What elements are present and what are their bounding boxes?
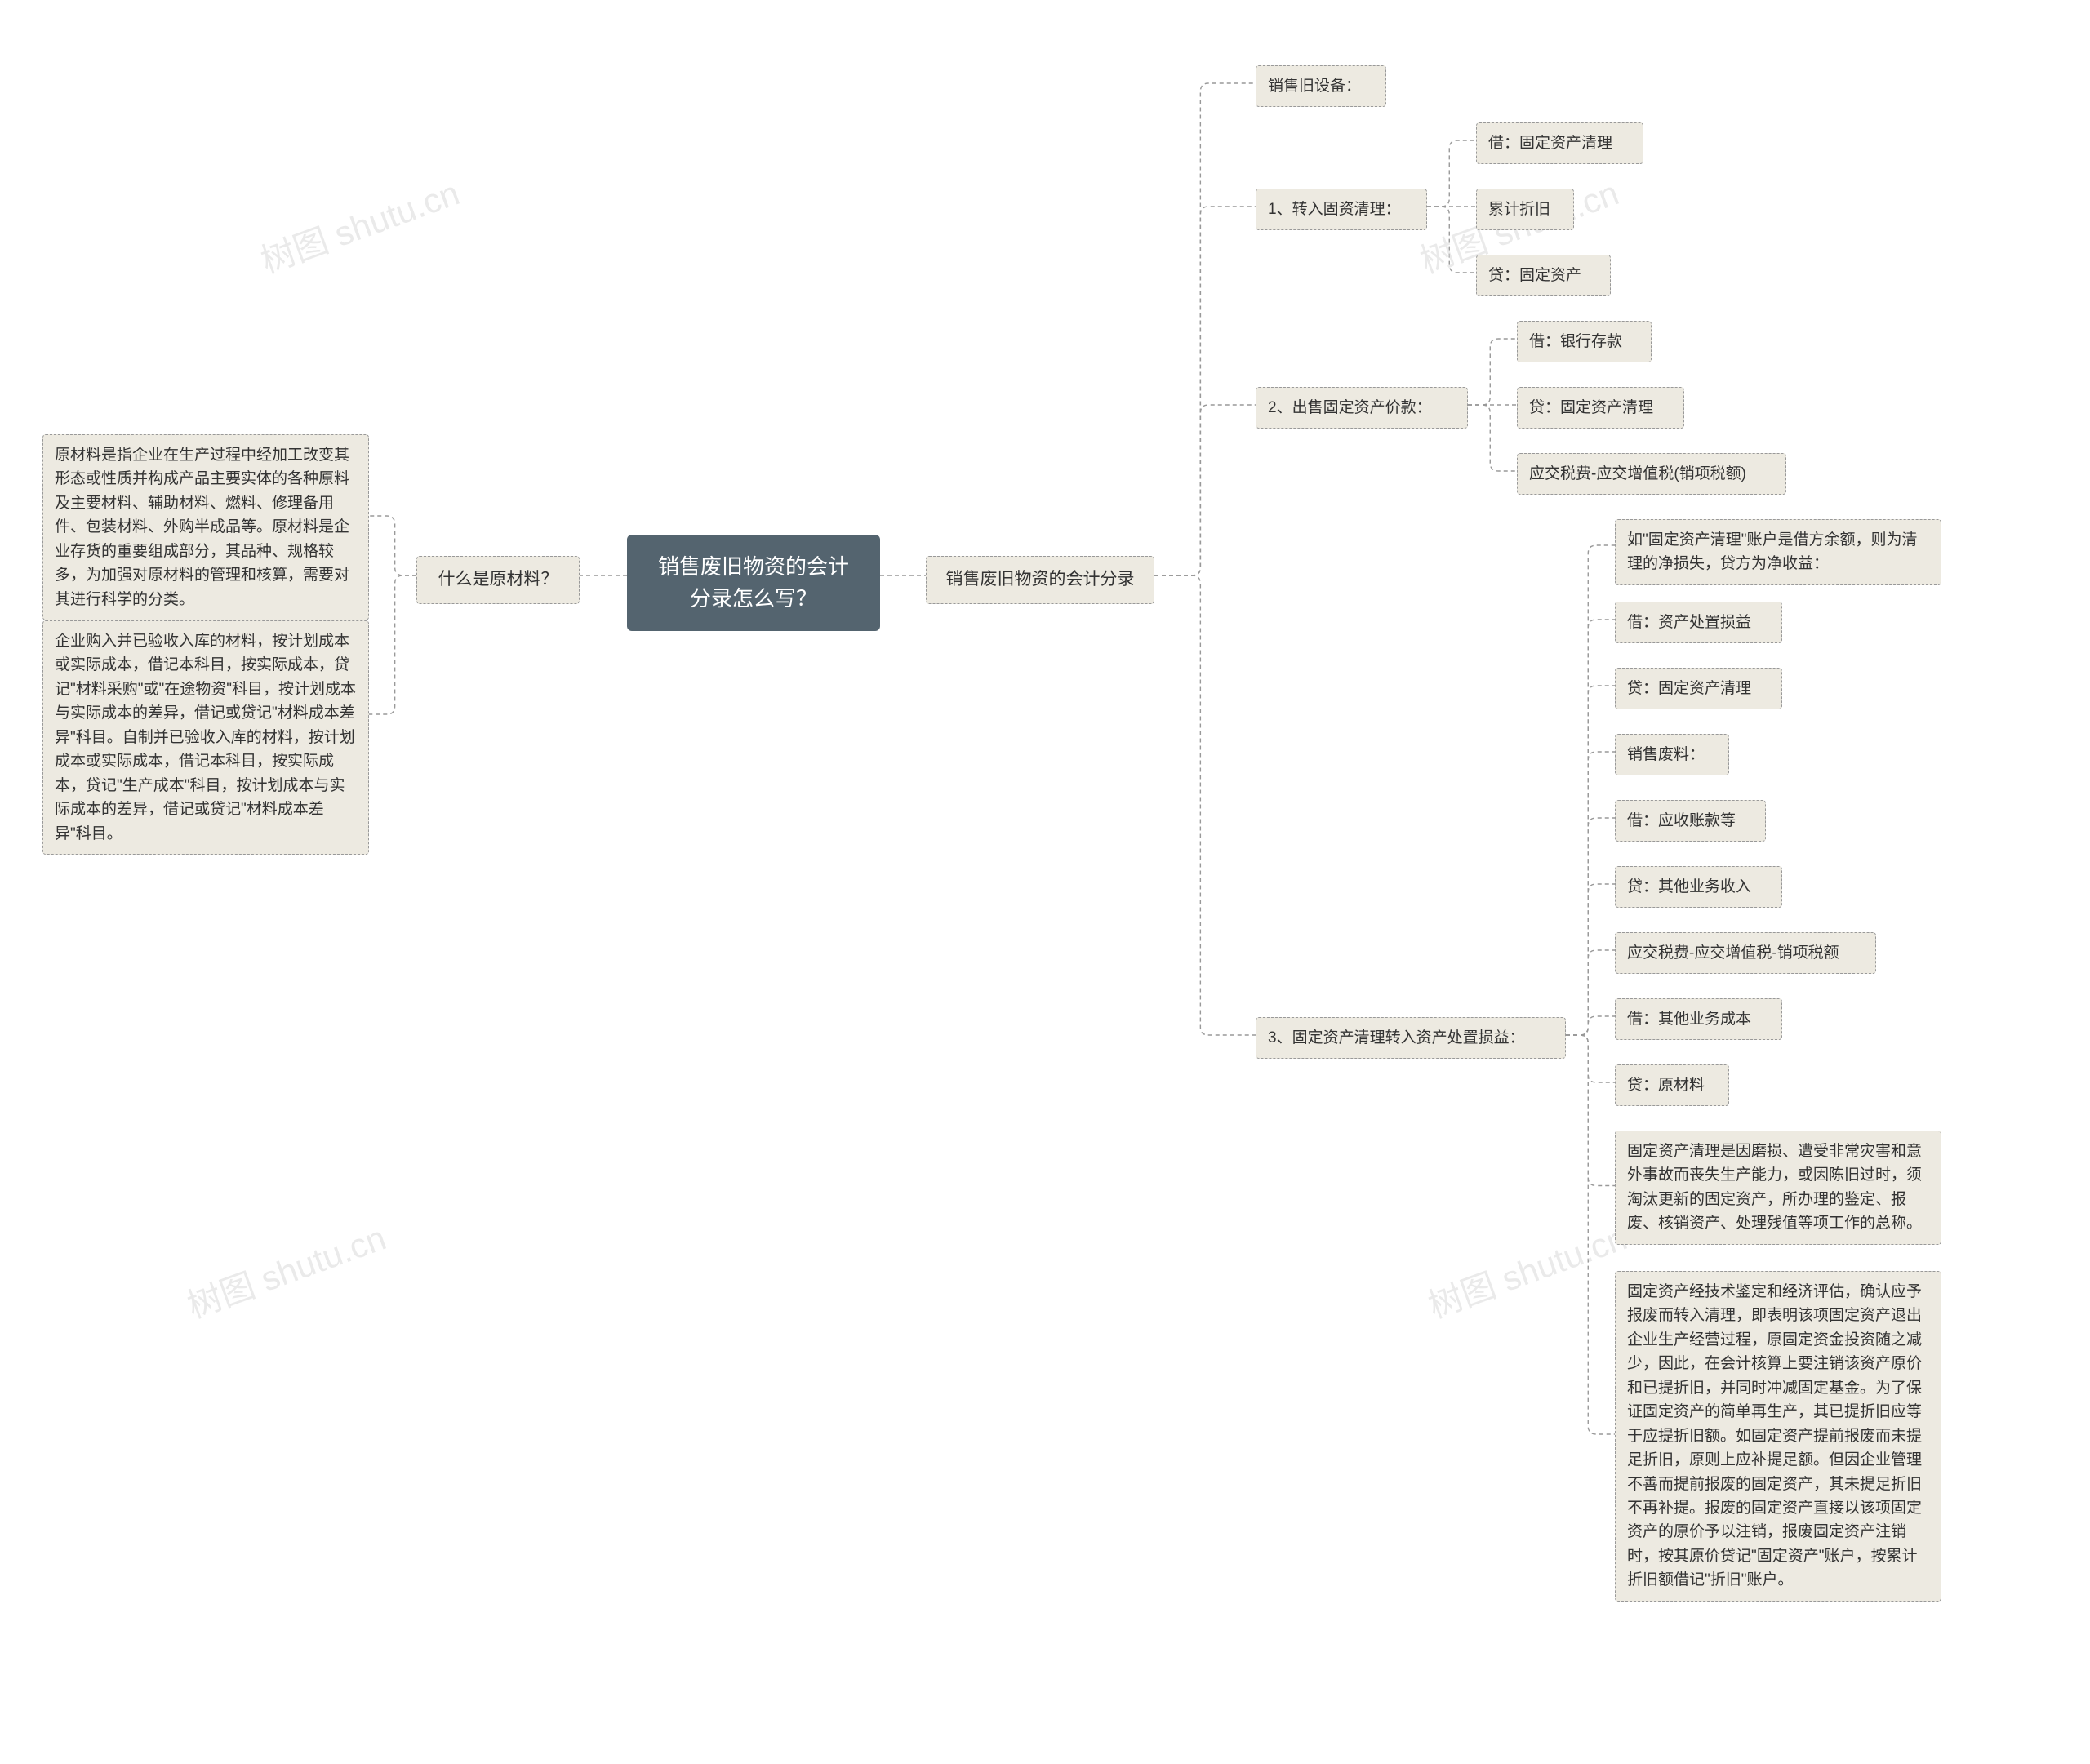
leaf-node[interactable]: 2、出售固定资产价款： [1256,387,1468,429]
leaf-node[interactable]: 原材料是指企业在生产过程中经加工改变其形态或性质并构成产品主要实体的各种原料及主… [42,434,369,620]
mindmap-canvas: 树图 shutu.cn 树图 shutu.cn 树图 shutu.cn 树图 s… [0,0,2090,1764]
leaf-node[interactable]: 销售旧设备： [1256,65,1386,107]
leaf-node[interactable]: 贷：固定资产清理 [1517,387,1684,429]
leaf-node[interactable]: 应交税费-应交增值税-销项税额 [1615,932,1876,974]
leaf-node[interactable]: 企业购入并已验收入库的材料，按计划成本或实际成本，借记本科目，按实际成本，贷记"… [42,620,369,855]
leaf-node[interactable]: 贷：原材料 [1615,1064,1729,1106]
leaf-node[interactable]: 贷：固定资产清理 [1615,668,1782,709]
watermark: 树图 shutu.cn [1421,1211,1633,1328]
center-node[interactable]: 销售废旧物资的会计分录怎么写？ [627,535,880,631]
watermark: 树图 shutu.cn [180,1211,392,1328]
leaf-node[interactable]: 固定资产清理是因磨损、遭受非常灾害和意外事故而丧失生产能力，或因陈旧过时，须淘汰… [1615,1131,1941,1245]
watermark: 树图 shutu.cn [253,166,465,283]
leaf-node[interactable]: 借：银行存款 [1517,321,1652,362]
leaf-node[interactable]: 如"固定资产清理"账户是借方余额，则为清理的净损失，贷方为净收益： [1615,519,1941,585]
leaf-node[interactable]: 3、固定资产清理转入资产处置损益： [1256,1017,1566,1059]
leaf-node[interactable]: 累计折旧 [1476,189,1574,230]
leaf-node[interactable]: 1、转入固资清理： [1256,189,1427,230]
branch-node-left[interactable]: 什么是原材料？ [416,556,580,604]
leaf-node[interactable]: 贷：其他业务收入 [1615,866,1782,908]
leaf-node[interactable]: 贷：固定资产 [1476,255,1611,296]
leaf-node[interactable]: 借：应收账款等 [1615,800,1766,842]
leaf-node[interactable]: 固定资产经技术鉴定和经济评估，确认应予报废而转入清理，即表明该项固定资产退出企业… [1615,1271,1941,1602]
leaf-node[interactable]: 销售废料： [1615,734,1729,775]
leaf-node[interactable]: 应交税费-应交增值税(销项税额) [1517,453,1786,495]
leaf-node[interactable]: 借：其他业务成本 [1615,998,1782,1040]
leaf-node[interactable]: 借：资产处置损益 [1615,602,1782,643]
branch-node-right[interactable]: 销售废旧物资的会计分录 [926,556,1154,604]
leaf-node[interactable]: 借：固定资产清理 [1476,122,1643,164]
